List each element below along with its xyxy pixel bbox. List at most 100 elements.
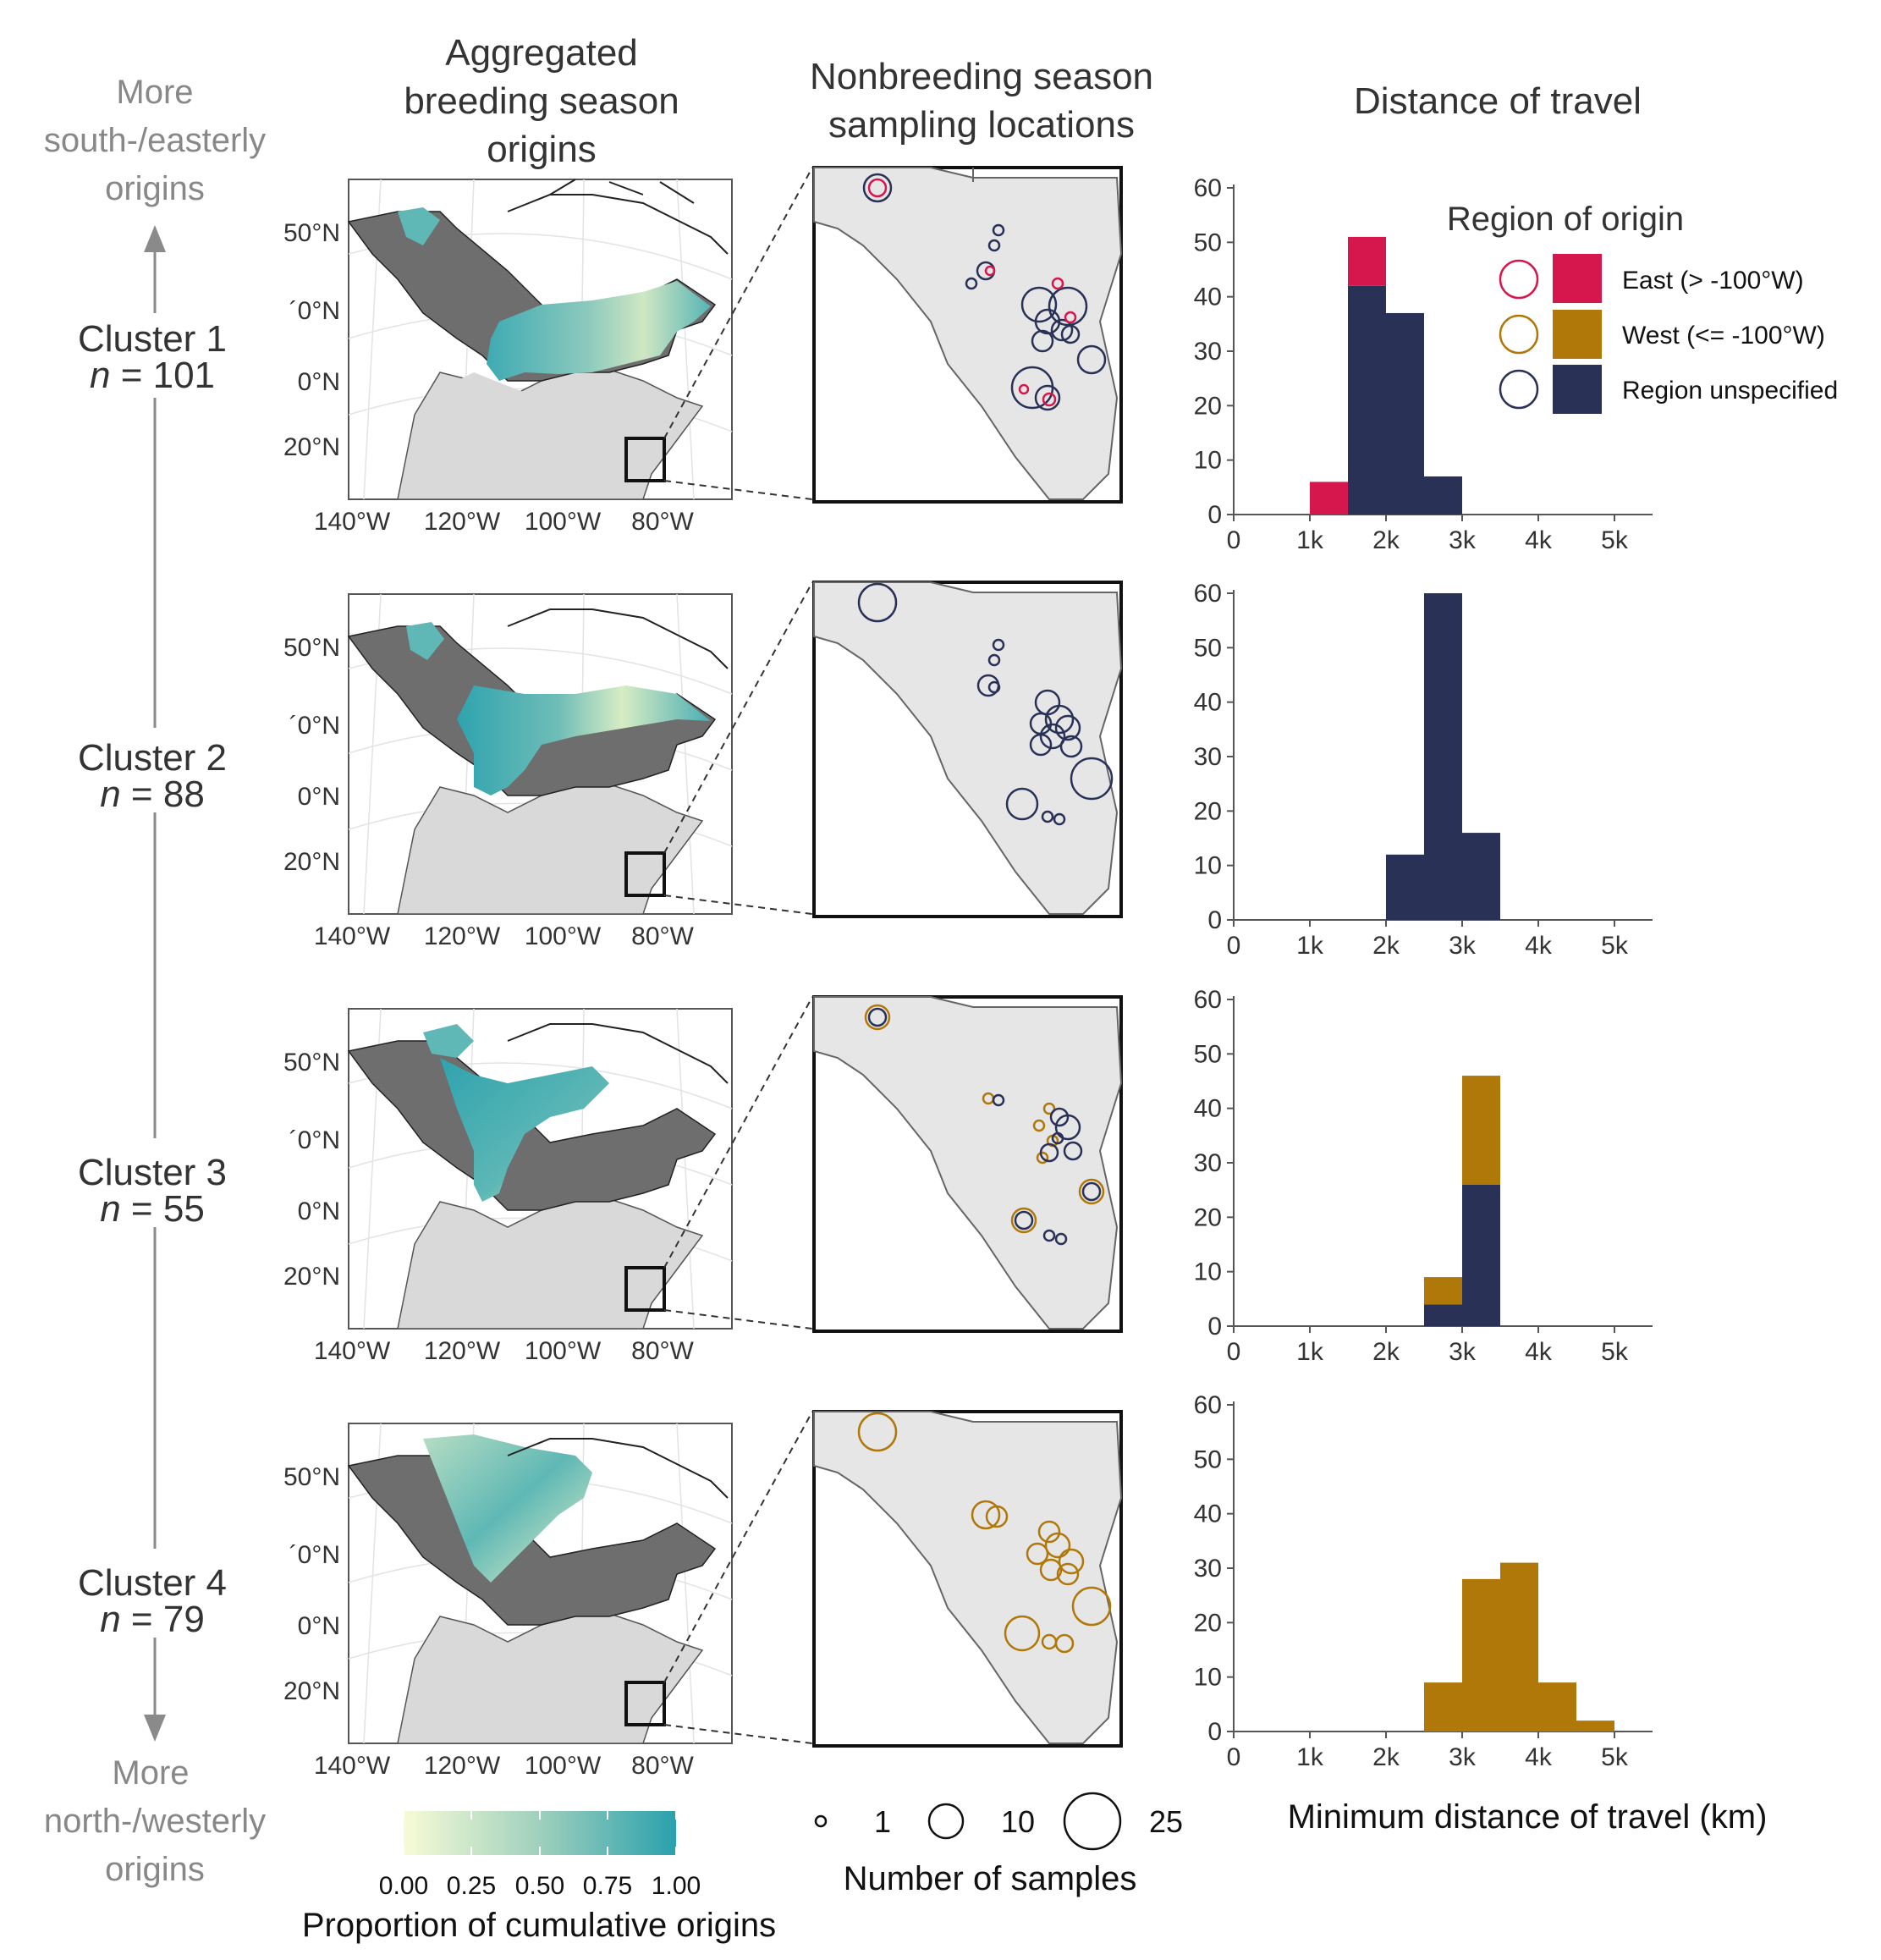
svg-text:100°W: 100°W bbox=[525, 922, 602, 950]
y-tick-label: 0 bbox=[1207, 1313, 1222, 1341]
cluster-3-label: Cluster 3 n = 55 bbox=[78, 1152, 227, 1230]
x-tick-label: 0 bbox=[1227, 1338, 1241, 1366]
x-tick-label: 2k bbox=[1372, 1338, 1400, 1366]
arrow-up-icon bbox=[144, 225, 166, 252]
histogram-panel-1: 0 10 20 30 40 50 60 0 1k 2k 3k 4k 5k bbox=[1194, 174, 1653, 554]
gradient-bottom-label: More north-/westerly origins bbox=[44, 1754, 266, 1888]
y-tick-label: 10 bbox=[1194, 447, 1222, 475]
svg-text:n = 101: n = 101 bbox=[90, 355, 215, 396]
origin-surface bbox=[487, 281, 711, 381]
y-tick-label: 40 bbox=[1194, 1095, 1222, 1123]
sample-circles-1-east bbox=[867, 178, 1077, 407]
y-tick-label: 50 bbox=[1194, 228, 1222, 256]
x-tick-label: 1k bbox=[1296, 1338, 1324, 1366]
histogram-bar bbox=[1386, 312, 1424, 515]
svg-text:Cluster 4: Cluster 4 bbox=[78, 1562, 227, 1604]
svg-text:140°W: 140°W bbox=[314, 922, 391, 950]
x-tick-label: 1k bbox=[1296, 932, 1324, 960]
y-tick-label: 50 bbox=[1194, 634, 1222, 662]
region-legend: Region of origin East (> -100°W) West (<… bbox=[1447, 201, 1838, 414]
histogram-bar bbox=[1462, 1578, 1500, 1732]
svg-text:Cluster 1: Cluster 1 bbox=[78, 318, 227, 360]
map-4-ticks: 50°N ´0°N 0°N 20°N 140°W 120°W 100°W 80°… bbox=[283, 1463, 695, 1780]
y-tick-label: 30 bbox=[1194, 743, 1222, 771]
svg-text:140°W: 140°W bbox=[314, 508, 391, 536]
florida-box bbox=[624, 437, 666, 482]
size-legend-value-1: 1 bbox=[874, 1804, 891, 1839]
gradient-bottom-line1: More bbox=[112, 1754, 189, 1792]
sample-circles-4 bbox=[857, 1412, 1112, 1654]
sample-circles-3 bbox=[864, 1004, 1105, 1246]
y-tick-label: 0 bbox=[1207, 501, 1222, 529]
histogram-bar bbox=[1348, 236, 1386, 286]
sample-circles-1 bbox=[862, 173, 1107, 411]
cluster-4-label: Cluster 4 n = 79 bbox=[78, 1562, 227, 1640]
histogram-bar bbox=[1424, 1304, 1462, 1326]
x-tick-label: 5k bbox=[1601, 1338, 1629, 1366]
cluster-1-label: Cluster 1 n = 101 bbox=[78, 318, 227, 396]
histogram-bar bbox=[1348, 285, 1386, 515]
origin-map-3 bbox=[347, 1008, 733, 1330]
map-2-ticks: 50°N ´0°N 0°N 20°N 140°W 120°W 100°W 80°… bbox=[283, 634, 695, 950]
y-tick-label: 60 bbox=[1194, 174, 1222, 202]
size-legend: 1 10 25 Number of samples bbox=[814, 1792, 1183, 1897]
svg-text:80°W: 80°W bbox=[631, 922, 694, 950]
svg-text:120°W: 120°W bbox=[424, 1337, 501, 1365]
cluster-2-label: Cluster 2 n = 88 bbox=[78, 737, 227, 815]
distance-title: Distance of travel bbox=[1354, 80, 1642, 122]
x-tick-label: 0 bbox=[1227, 1743, 1241, 1771]
histogram-panel-2: 0 10 20 30 40 50 60 0 1k 2k 3k 4k 5k bbox=[1194, 580, 1653, 960]
y-tick-label: 60 bbox=[1194, 986, 1222, 1014]
colorbar-tick-3: 0.75 bbox=[583, 1872, 632, 1900]
size-1-circle-icon bbox=[814, 1814, 828, 1828]
west-swatch bbox=[1553, 310, 1602, 359]
histogram-bar bbox=[1424, 476, 1462, 515]
gradient-top-label: More south-/easterly origins bbox=[44, 74, 266, 207]
y-tick-label: 50 bbox=[1194, 1040, 1222, 1068]
origin-map-2 bbox=[347, 593, 733, 915]
x-tick-label: 3k bbox=[1449, 932, 1477, 960]
x-tick-label: 5k bbox=[1601, 526, 1629, 554]
origins-title-line3: origins bbox=[487, 129, 597, 170]
y-tick-label: 10 bbox=[1194, 1258, 1222, 1286]
svg-text:140°W: 140°W bbox=[314, 1752, 391, 1780]
histogram-bar bbox=[1462, 833, 1500, 920]
svg-text:20°N: 20°N bbox=[283, 1677, 340, 1705]
unspecified-circle-icon bbox=[1499, 369, 1539, 410]
gradient-bottom-line3: origins bbox=[105, 1851, 205, 1888]
x-tick-label: 5k bbox=[1601, 1743, 1629, 1771]
locations-title: Nonbreeding season sampling locations bbox=[810, 56, 1153, 146]
legend-label-unspecified: Region unspecified bbox=[1622, 377, 1838, 405]
legend-label-east: East (> -100°W) bbox=[1622, 267, 1804, 295]
histogram-bar bbox=[1576, 1721, 1614, 1732]
florida-inset-2 bbox=[663, 581, 1123, 918]
y-tick-label: 30 bbox=[1194, 338, 1222, 366]
y-tick-label: 40 bbox=[1194, 1500, 1222, 1528]
svg-text:0°N: 0°N bbox=[298, 368, 340, 396]
svg-text:50°N: 50°N bbox=[283, 1463, 340, 1491]
gradient-arrow bbox=[144, 225, 166, 1742]
svg-text:´0°N: ´0°N bbox=[289, 712, 340, 740]
histogram-panel-3: 0 10 20 30 40 50 60 0 1k 2k 3k 4k 5k bbox=[1194, 986, 1653, 1366]
histogram-bar bbox=[1500, 1562, 1538, 1732]
gradient-bottom-line2: north-/westerly bbox=[44, 1803, 266, 1840]
y-tick-label: 10 bbox=[1194, 852, 1222, 880]
svg-text:50°N: 50°N bbox=[283, 1049, 340, 1076]
florida-inset-4 bbox=[663, 1410, 1123, 1748]
legend-item-west: West (<= -100°W) bbox=[1499, 310, 1825, 359]
svg-text:100°W: 100°W bbox=[525, 1752, 602, 1780]
histogram-bar bbox=[1310, 482, 1348, 515]
legend-item-unspecified: Region unspecified bbox=[1499, 365, 1838, 414]
locations-title-line1: Nonbreeding season bbox=[810, 56, 1153, 97]
y-tick-label: 40 bbox=[1194, 689, 1222, 717]
y-tick-label: 10 bbox=[1194, 1664, 1222, 1692]
florida-inset-3 bbox=[663, 995, 1123, 1333]
region-legend-title: Region of origin bbox=[1447, 201, 1684, 238]
svg-text:100°W: 100°W bbox=[525, 1337, 602, 1365]
legend-item-east: East (> -100°W) bbox=[1499, 254, 1804, 303]
colorbar-tick-1: 0.25 bbox=[447, 1872, 496, 1900]
x-axis-title: Minimum distance of travel (km) bbox=[1288, 1798, 1768, 1836]
map-axis-labels: 50°N ´0°N 0°N 20°N 140°W 120°W 100°W 80°… bbox=[283, 219, 695, 1780]
colorbar: 0.00 0.25 0.50 0.75 1.00 Proportion of c… bbox=[302, 1811, 776, 1944]
svg-text:50°N: 50°N bbox=[283, 219, 340, 247]
